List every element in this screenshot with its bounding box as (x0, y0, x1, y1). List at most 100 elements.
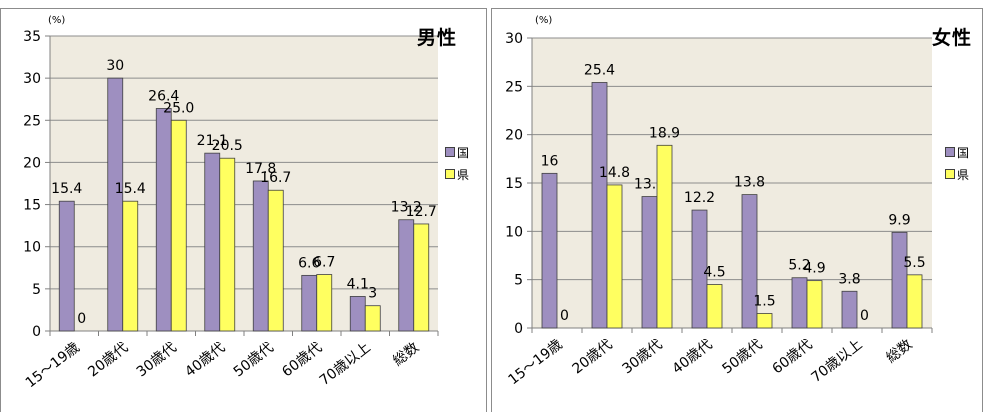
chart-male: 0510152025303515.4015～19歳3015.420歳代26.42… (23, 29, 439, 392)
legend-label-national: 国 (457, 145, 470, 160)
y-tick-label: 20 (23, 155, 41, 171)
x-tick-label: 15～19歳 (505, 337, 565, 389)
x-tick-label: 総数 (390, 340, 422, 370)
bar-national (891, 231, 908, 329)
data-label-national: 4.1 (347, 276, 369, 292)
x-tick-label: 20歳代 (85, 340, 131, 381)
chart-panel-female: 0 5 10 15 20 25 30 16 0 15～19歳 25.4 14.8 20歳代 13.6 18.… (491, 8, 983, 412)
bar-prefecture (606, 184, 623, 329)
data-label-prefecture: 4.5 (703, 265, 725, 281)
data-label-prefecture: 0 (77, 311, 86, 327)
x-tick-label: 30歳代 (134, 340, 180, 381)
y-tick-label: 0 (32, 324, 41, 340)
y-tick-label: 15 (505, 176, 523, 192)
y-tick-label: 25 (23, 113, 41, 129)
x-tick-label: 70歳以上 (808, 337, 865, 386)
bar-prefecture (122, 200, 139, 332)
legend-swatch-national (445, 147, 455, 157)
data-label-national: 17.8 (245, 161, 276, 177)
x-tick-label: 70歳以上 (317, 340, 374, 389)
data-label-national: 25.4 (584, 62, 615, 78)
y-tick-label: 0 (514, 321, 523, 337)
y-tick-label: 30 (505, 31, 523, 47)
bar-national (591, 82, 608, 329)
chart-title: 女性 (932, 27, 973, 49)
data-label-national: 30 (106, 58, 124, 74)
bar-national (204, 152, 221, 332)
data-label-prefecture: 1.5 (753, 294, 775, 310)
bar-prefecture (364, 305, 381, 332)
data-label-prefecture: 5.5 (903, 255, 925, 271)
data-label-prefecture: 25.0 (163, 100, 194, 116)
bar-prefecture (756, 313, 773, 329)
y-tick-label: 5 (514, 273, 523, 289)
y-unit-label: (%) (535, 15, 553, 26)
x-tick-label: 20歳代 (569, 337, 615, 378)
legend: 国 県 (445, 141, 469, 185)
chart-title: 男性 (417, 27, 458, 49)
bar-national (791, 277, 808, 329)
data-label-prefecture: 6.7 (313, 255, 335, 271)
y-tick-label: 35 (23, 29, 41, 45)
x-tick-label: 30歳代 (619, 337, 665, 378)
y-tick-label: 10 (505, 224, 523, 240)
bar-national (398, 219, 415, 332)
bar-prefecture (170, 119, 187, 332)
data-label-national: 16 (541, 153, 559, 169)
data-label-national: 26.4 (148, 88, 179, 104)
legend-item-national: 国 (945, 141, 969, 163)
legend-label-prefecture: 県 (957, 167, 970, 182)
x-tick-label: 50歳代 (231, 340, 277, 381)
bar-prefecture (906, 274, 923, 329)
data-label-national: 13.2 (391, 200, 422, 216)
y-tick-label: 15 (23, 198, 41, 214)
data-label-national: 6.6 (298, 255, 320, 271)
data-label-prefecture: 20.5 (212, 138, 243, 154)
data-label-national: 3.8 (838, 271, 860, 287)
bar-national (58, 200, 75, 332)
legend-swatch-prefecture (445, 169, 455, 179)
x-tick-label: 50歳代 (719, 337, 765, 378)
data-label-prefecture: 16.7 (260, 170, 291, 186)
data-label-prefecture: 3 (368, 286, 377, 302)
chart-female: 05101520253016015～19歳25.414.820歳代13.618.… (505, 31, 933, 389)
x-tick-label: 40歳代 (182, 340, 228, 381)
legend-item-prefecture: 県 (445, 163, 469, 185)
x-tick-label: 40歳代 (669, 337, 715, 378)
bar-national (691, 209, 708, 329)
data-label-national: 13.8 (734, 175, 765, 191)
data-label-national: 12.2 (684, 190, 715, 206)
bar-national (252, 180, 269, 332)
bar-prefecture (656, 144, 673, 329)
data-label-prefecture: 15.4 (115, 181, 146, 197)
bar-prefecture (806, 280, 823, 329)
bar-prefecture (219, 157, 236, 332)
bar-national (349, 296, 366, 332)
legend-item-national: 国 (445, 141, 469, 163)
bar-prefecture (316, 274, 333, 332)
legend-swatch-prefecture (945, 169, 955, 179)
bar-national (541, 172, 558, 329)
bar-national (155, 108, 172, 332)
bar-national (641, 196, 658, 329)
data-label-national: 21.1 (197, 133, 228, 149)
legend: 国 県 (945, 141, 969, 185)
legend-label-national: 国 (957, 145, 970, 160)
x-tick-label: 総数 (884, 337, 916, 367)
data-label-national: 9.9 (888, 212, 910, 228)
bar-national (741, 194, 758, 329)
data-label-prefecture: 12.7 (406, 204, 437, 220)
legend-label-prefecture: 県 (457, 167, 470, 182)
x-tick-label: 60歳代 (769, 337, 815, 378)
x-tick-label: 15～19歳 (23, 340, 83, 392)
legend-item-prefecture: 県 (945, 163, 969, 185)
data-label-national: 15.4 (51, 181, 82, 197)
y-tick-label: 20 (505, 128, 523, 144)
y-unit-label: (%) (48, 15, 66, 26)
bar-national (107, 77, 124, 332)
bar-national (301, 274, 318, 332)
bar-prefecture (267, 189, 284, 332)
y-tick-label: 10 (23, 240, 41, 256)
y-tick-label: 5 (32, 282, 41, 298)
bar-prefecture (706, 284, 723, 329)
